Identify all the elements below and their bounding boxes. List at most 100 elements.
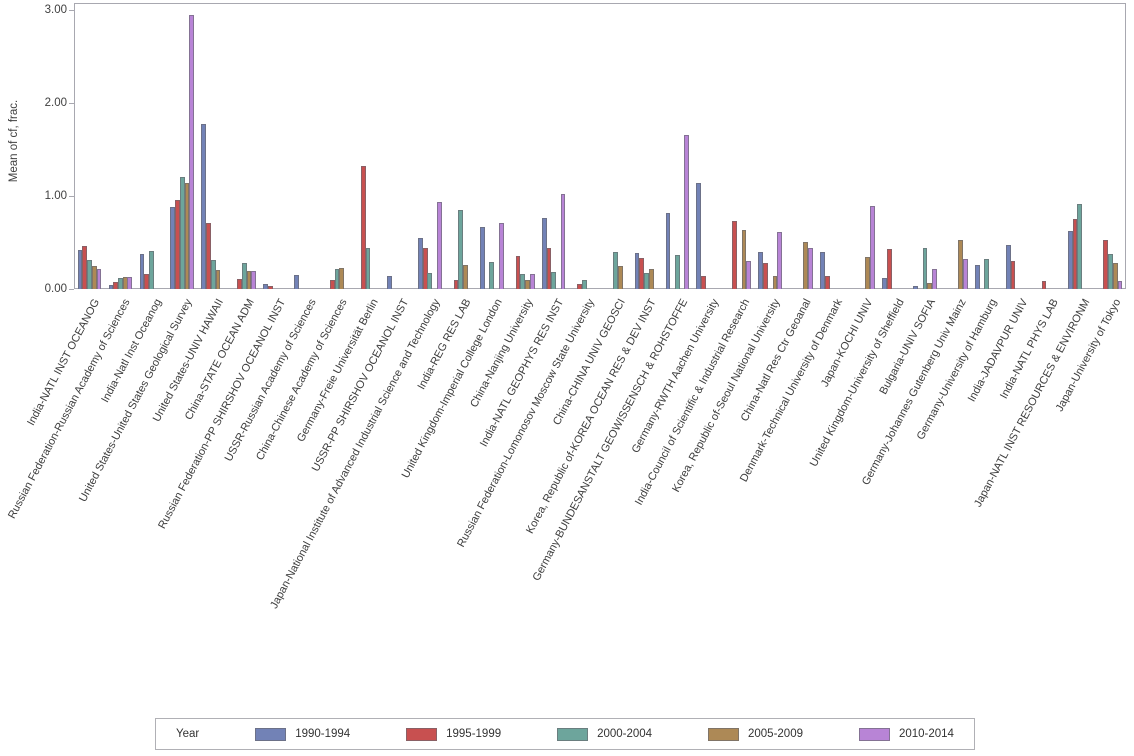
bar-2010-2014-India-Council of Scientific & Industrial Research: [746, 261, 752, 289]
bar-2000-2004-Russian Federation-Lomonosov Moscow State University: [582, 279, 587, 289]
bar-2000-2004-United States-UNIV HAWAII: [210, 260, 216, 289]
legend-title: Year: [176, 728, 200, 740]
bar-1995-1999-China-Nanjing University: [515, 255, 521, 289]
bar-2000-2004-India-NATL INST OCEANOG: [87, 260, 92, 289]
bar-2005-2009-China-Natl Res Ctr Geoanal: [803, 241, 809, 289]
bar-2010-2014-United States-United States Geological Survey: [189, 14, 195, 289]
x-category-label: India-Council of Scientific & Industrial…: [632, 297, 752, 508]
bar-2000-2004-Korea, Republic of-KOREA OCEAN RES & DEV INST: [644, 273, 649, 289]
bar-2005-2009-India-NATL INST OCEANOG: [91, 265, 97, 289]
y-tick-mark: [69, 103, 74, 104]
bar-1990-1994-Japan-NATL INST RESOURCES & ENVIRONM: [1067, 231, 1073, 289]
legend-swatch-1990-1994: [255, 727, 287, 741]
bar-1995-1999-India-NATL GEOPHYS RES INST: [546, 248, 552, 289]
bar-2005-2009-Korea, Republic of-KOREA OCEAN RES & DEV INST: [648, 269, 654, 289]
bar-2005-2009-China-Nanjing University: [525, 279, 530, 289]
legend-item-2000-2004: 2000-2004: [557, 727, 653, 741]
legend-label: 1990-1994: [295, 728, 351, 740]
bar-1995-1999-Germany-Freie Universität Berlin: [360, 166, 366, 289]
bar-2005-2009-India-REG RES LAB: [463, 264, 468, 289]
bar-1990-1994-United Kingdom-University of Sheffield: [882, 277, 887, 289]
bar-1990-1994-United States-UNIV HAWAII: [201, 124, 207, 289]
bar-1990-1994-Korea, Republic of-KOREA OCEAN RES & DEV INST: [634, 252, 640, 289]
bar-1990-1994-Russian Federation-Russian Academy of Sciences: [108, 285, 114, 289]
bar-1995-1999-China-Chinese Academy of Sciences: [329, 279, 335, 289]
bar-2000-2004-Bulgaria-UNIV SOFIA: [922, 248, 928, 289]
y-tick-mark: [69, 10, 74, 11]
legend-label: 2010-2014: [898, 728, 954, 740]
bar-2010-2014-Russian Federation-Russian Academy of Sciences: [127, 276, 133, 289]
bar-1995-1999-United States-United States Geological Survey: [175, 199, 180, 289]
bar-2010-2014-United Kingdom-Imperial College London: [498, 222, 504, 289]
bar-2000-2004-India-Natl Inst Oceanog: [148, 250, 154, 289]
bar-1990-1994-Germany-University of Hamburg: [974, 264, 980, 289]
bar-2010-2014-China-Nanjing University: [529, 274, 535, 289]
bar-2000-2004-United States-United States Geological Survey: [179, 177, 185, 289]
bar-2000-2004-Japan-University of Tokyo: [1108, 253, 1113, 289]
bar-2000-2004-China-Chinese Academy of Sciences: [334, 268, 340, 289]
bar-2000-2004-China-CHINA UNIV GEOSCI: [613, 251, 618, 289]
bar-2000-2004-China-STATE OCEAN ADM: [241, 262, 247, 289]
bar-2000-2004-China-Nanjing University: [520, 274, 526, 289]
bar-2000-2004-India-NATL GEOPHYS RES INST: [551, 272, 557, 289]
bar-1990-1994-Germany-BUNDESANSTALT GEOWISSENSCH & ROHSTOFFE: [665, 212, 671, 289]
bar-2005-2009-India-Council of Scientific & Industrial Research: [741, 230, 747, 289]
bar-2005-2009-Russian Federation-Russian Academy of Sciences: [122, 276, 128, 289]
bar-1995-1999-India-JADAVPUR UNIV: [1010, 261, 1016, 289]
bar-1995-1999-India-Natl Inst Oceanog: [144, 274, 150, 289]
bar-2010-2014-India-NATL GEOPHYS RES INST: [560, 194, 566, 289]
bar-1995-1999-India-Council of Scientific & Industrial Research: [732, 221, 737, 289]
legend-swatch-2010-2014: [858, 727, 890, 741]
bar-2005-2009-Japan-University of Tokyo: [1112, 262, 1118, 289]
bar-2005-2009-Bulgaria-UNIV SOFIA: [927, 283, 933, 289]
y-tick-mark: [69, 289, 74, 290]
bar-1990-1994-United States-United States Geological Survey: [170, 207, 176, 289]
x-category-label: Russian Federation-Russian Academy of Sc…: [6, 297, 134, 521]
bar-2000-2004-India-REG RES LAB: [458, 209, 464, 289]
legend-label: 2005-2009: [748, 728, 803, 740]
legend: Year 1990-1994 1995-1999 2000-2004 2005-200…: [155, 718, 975, 750]
bar-1990-1994-India-NATL GEOPHYS RES INST: [541, 218, 547, 289]
bar-2010-2014-Germany-BUNDESANSTALT GEOWISSENSCH & ROHSTOFFE: [684, 134, 690, 289]
bar-1995-1999-Russian Federation-PP SHIRSHOV OCEANOL INST: [268, 286, 273, 289]
bar-1995-1999-United Kingdom-University of Sheffield: [886, 249, 892, 289]
bar-2000-2004-Germany-University of Hamburg: [984, 259, 990, 289]
legend-swatch-2000-2004: [557, 727, 589, 741]
bar-2005-2009-United States-United States Geological Survey: [184, 182, 190, 289]
bar-1990-1994-Bulgaria-UNIV SOFIA: [913, 286, 918, 289]
bar-1990-1994-Japan-National Institute of Advanced Industrial Science and Technology: [418, 237, 423, 289]
legend-label: 2000-2004: [597, 728, 653, 740]
legend-label: 1995-1999: [446, 728, 502, 740]
bar-1995-1999-Denmark-Technical University of Denmark: [824, 275, 830, 289]
bar-1990-1994-Denmark-Technical University of Denmark: [820, 251, 826, 289]
bar-2010-2014-Germany-Johannes Gutenberg Univ Mainz: [962, 259, 968, 289]
bar-1995-1999-India-REG RES LAB: [453, 279, 459, 289]
bar-2010-2014-Japan-University of Tokyo: [1117, 280, 1123, 289]
y-tick-label: 2.00: [44, 96, 67, 109]
bar-1995-1999-Japan-NATL INST RESOURCES & ENVIRONM: [1072, 219, 1078, 289]
x-category-label: India-NATL PHYS LAB: [998, 297, 1062, 401]
bar-1995-1999-Korea, Republic of-KOREA OCEAN RES & DEV INST: [639, 258, 645, 289]
bar-1990-1994-Korea, Republic of-Seoul National University: [758, 251, 764, 289]
bar-2010-2014-Japan-KOCHI UNIV: [870, 206, 875, 289]
legend-item-1995-1999: 1995-1999: [406, 727, 502, 741]
bar-1995-1999-Russian Federation-Russian Academy of Sciences: [113, 282, 119, 289]
bar-2000-2004-Japan-National Institute of Advanced Industrial Science and Technology: [427, 273, 433, 289]
bar-2010-2014-Bulgaria-UNIV SOFIA: [931, 269, 937, 289]
bar-1995-1999-Japan-National Institute of Advanced Industrial Science and Technology: [422, 248, 428, 289]
bar-1995-1999-India-NATL PHYS LAB: [1041, 280, 1047, 289]
legend-swatch-2005-2009: [708, 727, 739, 741]
legend-item-2010-2014: 2010-2014: [858, 727, 954, 741]
bar-2005-2009-Germany-Johannes Gutenberg Univ Mainz: [958, 239, 963, 289]
bar-2000-2004-Germany-BUNDESANSTALT GEOWISSENSCH & ROHSTOFFE: [674, 254, 680, 289]
y-tick-label: 3.00: [44, 3, 67, 16]
bar-1990-1994-Germany-RWTH Aachen University: [696, 182, 702, 289]
bar-2000-2004-Japan-NATL INST RESOURCES & ENVIRONM: [1077, 204, 1083, 289]
bar-2010-2014-Korea, Republic of-Seoul National University: [777, 232, 783, 289]
bar-1990-1994-USSR-Russian Academy of Sciences: [294, 275, 300, 289]
bar-2005-2009-China-Chinese Academy of Sciences: [339, 267, 345, 289]
bar-1990-1994-India-Natl Inst Oceanog: [139, 253, 145, 289]
bar-1990-1994-Russian Federation-PP SHIRSHOV OCEANOL INST: [263, 284, 269, 289]
bar-1995-1999-Korea, Republic of-Seoul National University: [763, 262, 768, 289]
